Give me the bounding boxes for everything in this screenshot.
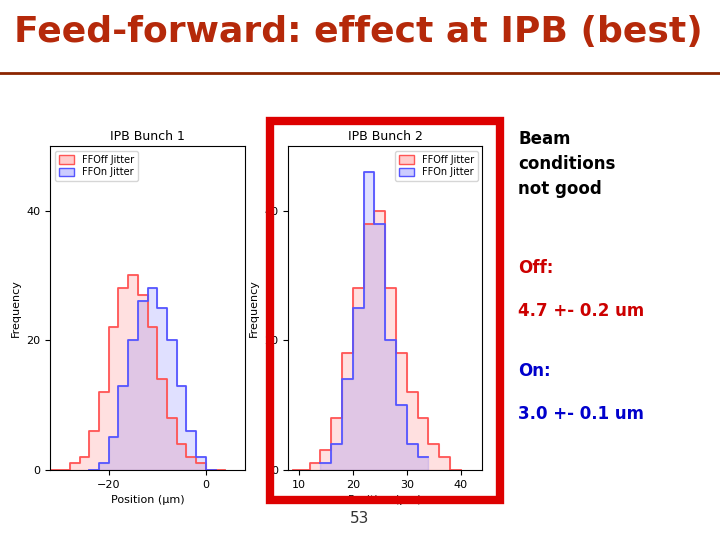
Legend: FFOff Jitter, FFOn Jitter: FFOff Jitter, FFOn Jitter bbox=[395, 151, 477, 181]
Polygon shape bbox=[50, 275, 225, 470]
Title: IPB Bunch 2: IPB Bunch 2 bbox=[348, 130, 423, 143]
Y-axis label: Frequency: Frequency bbox=[11, 279, 21, 337]
X-axis label: Position (μm): Position (μm) bbox=[348, 495, 422, 505]
Text: Feed-forward: effect at IPB (best): Feed-forward: effect at IPB (best) bbox=[14, 15, 703, 49]
Text: 4.7 +- 0.2 um: 4.7 +- 0.2 um bbox=[518, 302, 644, 320]
Title: IPB Bunch 1: IPB Bunch 1 bbox=[110, 130, 185, 143]
X-axis label: Position (μm): Position (μm) bbox=[111, 495, 184, 505]
Text: 3.0 +- 0.1 um: 3.0 +- 0.1 um bbox=[518, 405, 644, 423]
Text: On:: On: bbox=[518, 362, 551, 380]
Legend: FFOff Jitter, FFOn Jitter: FFOff Jitter, FFOn Jitter bbox=[55, 151, 138, 181]
Polygon shape bbox=[89, 288, 216, 470]
Text: Beam
conditions
not good: Beam conditions not good bbox=[518, 130, 616, 198]
Text: 53: 53 bbox=[351, 511, 369, 526]
Text: Off:: Off: bbox=[518, 259, 554, 277]
Polygon shape bbox=[320, 172, 428, 470]
Y-axis label: Frequency: Frequency bbox=[248, 279, 258, 337]
Polygon shape bbox=[294, 211, 461, 470]
